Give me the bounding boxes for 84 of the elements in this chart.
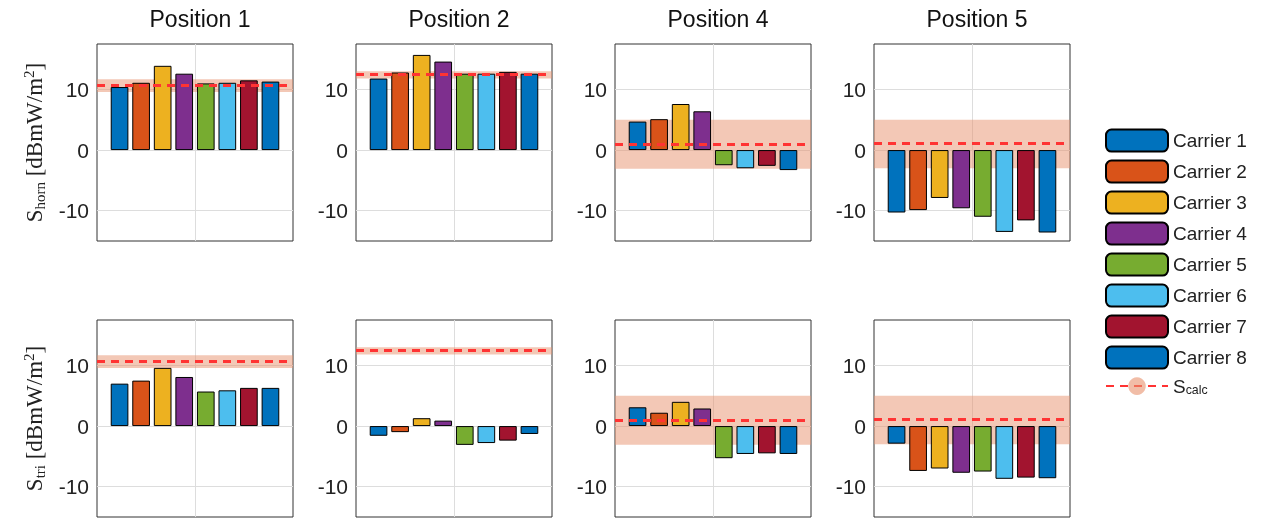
bar (153, 367, 172, 427)
y-tick-label: 10 (583, 77, 607, 101)
bar (520, 426, 539, 434)
bar (175, 73, 194, 151)
y-tick-label: -10 (835, 199, 866, 223)
bar (391, 72, 409, 151)
bar (434, 61, 453, 151)
bar (175, 376, 194, 427)
bar (628, 121, 647, 151)
legend-label: Carrier 2 (1173, 161, 1247, 183)
bar (477, 73, 496, 151)
bar (218, 82, 237, 151)
bar (758, 150, 776, 166)
legend-label: Carrier 1 (1173, 130, 1247, 152)
y-tick-label: 10 (65, 77, 89, 101)
y-tick-label: -10 (576, 199, 607, 223)
y-tick-label: 10 (842, 77, 866, 101)
y-axis-title: Stri [dBmW/m2] (21, 345, 48, 492)
bar (477, 426, 496, 444)
bar (499, 426, 517, 441)
y-tick-label: 10 (583, 353, 607, 377)
bar (153, 65, 172, 151)
bar (455, 426, 474, 445)
y-tick-label: 10 (324, 77, 348, 101)
bar (736, 150, 755, 169)
bar (693, 111, 712, 151)
chart-title: Position 2 (408, 5, 510, 32)
bar (671, 401, 690, 427)
bar (455, 73, 474, 151)
y-tick-label: 0 (595, 138, 607, 162)
bar (714, 150, 733, 166)
y-tick-label: 0 (336, 414, 348, 438)
bar (650, 119, 668, 151)
bar (779, 426, 798, 454)
bar (369, 426, 388, 436)
y-axis-title: Shorn [dBmW/m2] (21, 62, 48, 223)
chart-title: Position 4 (667, 5, 769, 32)
bar (779, 150, 798, 171)
bar (369, 78, 388, 151)
y-tick-label: -10 (58, 199, 89, 223)
legend-label: Carrier 6 (1173, 285, 1247, 307)
y-tick-label: -10 (317, 475, 348, 499)
y-tick-label: 10 (842, 353, 866, 377)
legend-label: Carrier 3 (1173, 192, 1247, 214)
bar (671, 104, 690, 151)
y-tick-label: 0 (854, 414, 866, 438)
bar (196, 391, 215, 427)
y-tick-label: -10 (576, 475, 607, 499)
bar (132, 82, 150, 151)
y-tick-label: 10 (324, 353, 348, 377)
chart-title: Position 1 (149, 5, 251, 32)
y-tick-label: 0 (77, 414, 89, 438)
bar (240, 80, 258, 151)
legend-label: Carrier 7 (1173, 316, 1247, 338)
chart-title: Position 5 (926, 5, 1028, 32)
bar (412, 418, 431, 427)
bar (218, 390, 237, 427)
bar (758, 426, 776, 454)
y-tick-label: -10 (317, 199, 348, 223)
bar (434, 420, 453, 427)
bar (196, 83, 215, 151)
bar (391, 426, 409, 433)
y-tick-label: -10 (835, 475, 866, 499)
bar (520, 73, 539, 151)
bar (412, 54, 431, 151)
legend-label: Carrier 4 (1173, 223, 1248, 245)
bar (261, 387, 280, 427)
legend-label: Carrier 5 (1173, 254, 1247, 276)
bar (132, 380, 150, 427)
y-tick-label: 0 (854, 138, 866, 162)
bar (714, 426, 733, 459)
y-tick-label: 10 (65, 353, 89, 377)
y-tick-label: 0 (336, 138, 348, 162)
bar (499, 71, 517, 151)
y-tick-label: 0 (77, 138, 89, 162)
bar (110, 383, 129, 427)
bar (261, 81, 280, 151)
bar (693, 408, 712, 427)
y-tick-label: 0 (595, 414, 607, 438)
legend-label: Carrier 8 (1173, 347, 1247, 369)
bar (736, 426, 755, 454)
y-tick-label: -10 (58, 475, 89, 499)
bar (110, 87, 129, 151)
bar (240, 387, 258, 427)
